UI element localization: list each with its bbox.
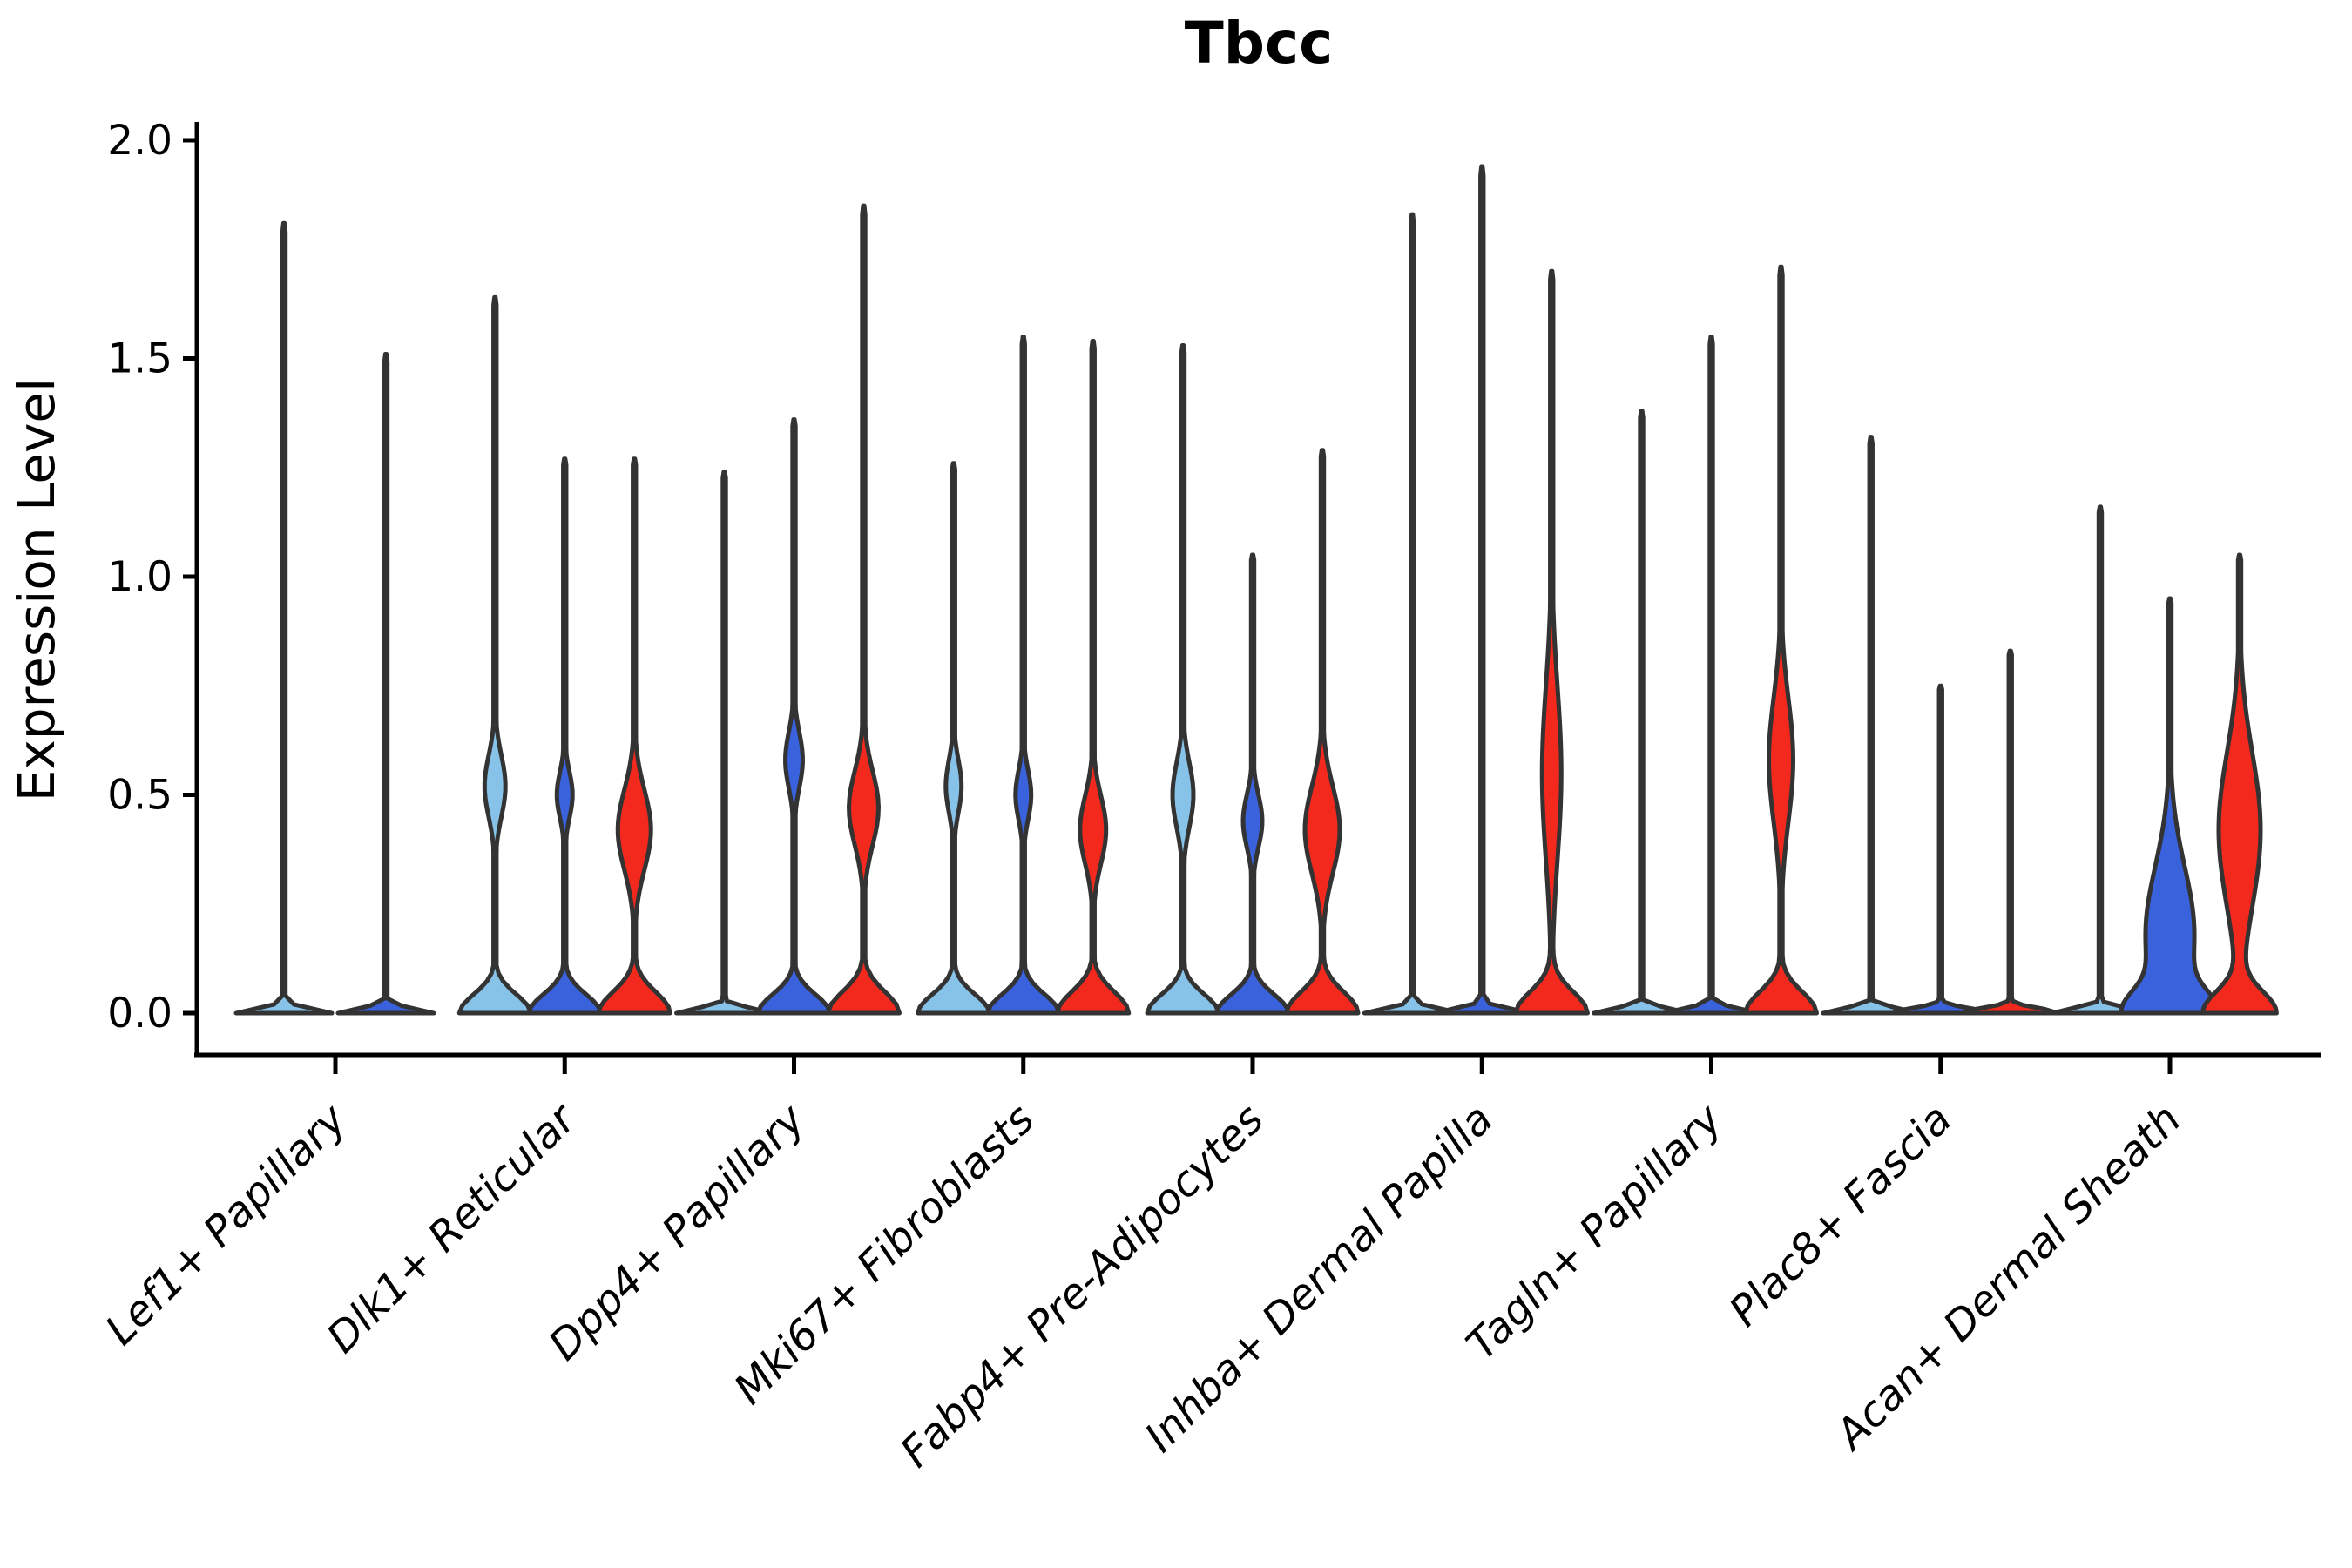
- violin-group-1: [233, 220, 436, 1016]
- y-tick-label: 1.0: [107, 553, 172, 601]
- violin-group-2: [456, 294, 672, 1016]
- x-tick-label: Lef1+ Papillary: [96, 1094, 356, 1355]
- y-tick-label: 2.0: [107, 117, 172, 165]
- violin-group-9: [2050, 504, 2279, 1016]
- violin-red: [1284, 448, 1361, 1016]
- violin-light_blue: [1362, 212, 1463, 1016]
- violin-light_blue: [674, 470, 774, 1016]
- violin-dark_blue: [1661, 334, 1761, 1016]
- y-tick-label: 0.0: [107, 990, 172, 1037]
- violin-group-4: [916, 334, 1132, 1016]
- violin-light_blue: [233, 220, 335, 1016]
- x-tick-label: Fabp4+ Pre-Adipocytes: [891, 1095, 1274, 1477]
- violin-light_blue: [456, 294, 533, 1016]
- y-tick-label: 0.5: [107, 772, 172, 820]
- violin-red: [826, 203, 902, 1016]
- violin-dark_blue: [756, 417, 832, 1016]
- violin-red: [1960, 648, 2061, 1016]
- violin-group-7: [1592, 264, 1819, 1016]
- violin-red: [596, 456, 672, 1016]
- violin-light_blue: [916, 461, 992, 1016]
- violin-group-8: [1821, 435, 2061, 1016]
- violin-red: [1743, 264, 1819, 1016]
- violin-dark_blue: [2119, 596, 2220, 1016]
- violins-layer: [233, 164, 2279, 1016]
- x-tick-label: Plac8+ Fascia: [1720, 1095, 1962, 1336]
- violin-dark_blue: [985, 334, 1062, 1016]
- violin-light_blue: [1821, 435, 1922, 1016]
- violin-group-5: [1145, 342, 1361, 1016]
- violin-dark_blue: [526, 456, 603, 1016]
- violin-group-3: [674, 203, 902, 1016]
- violin-dark_blue: [335, 351, 436, 1016]
- violin-red: [2200, 552, 2279, 1016]
- page-title: Tbcc: [1185, 10, 1334, 77]
- violin-dark_blue: [1214, 552, 1291, 1016]
- y-axis-title: Expression Level: [7, 378, 66, 801]
- violin-light_blue: [2050, 504, 2151, 1016]
- x-tick-label: Dlk1+ Reticular: [318, 1093, 588, 1363]
- y-tick-label: 1.5: [107, 335, 172, 383]
- violin-light_blue: [1145, 342, 1221, 1016]
- x-tick-label: Tagln+ Papillary: [1457, 1094, 1733, 1369]
- violin-red: [1055, 338, 1132, 1016]
- violin-light_blue: [1592, 409, 1692, 1016]
- violin-group-6: [1362, 164, 1590, 1016]
- violin-dark_blue: [1431, 164, 1532, 1016]
- violin-red: [1513, 268, 1590, 1016]
- x-tick-label: Dpp4+ Papillary: [539, 1094, 814, 1369]
- violin-dark_blue: [1890, 683, 1991, 1016]
